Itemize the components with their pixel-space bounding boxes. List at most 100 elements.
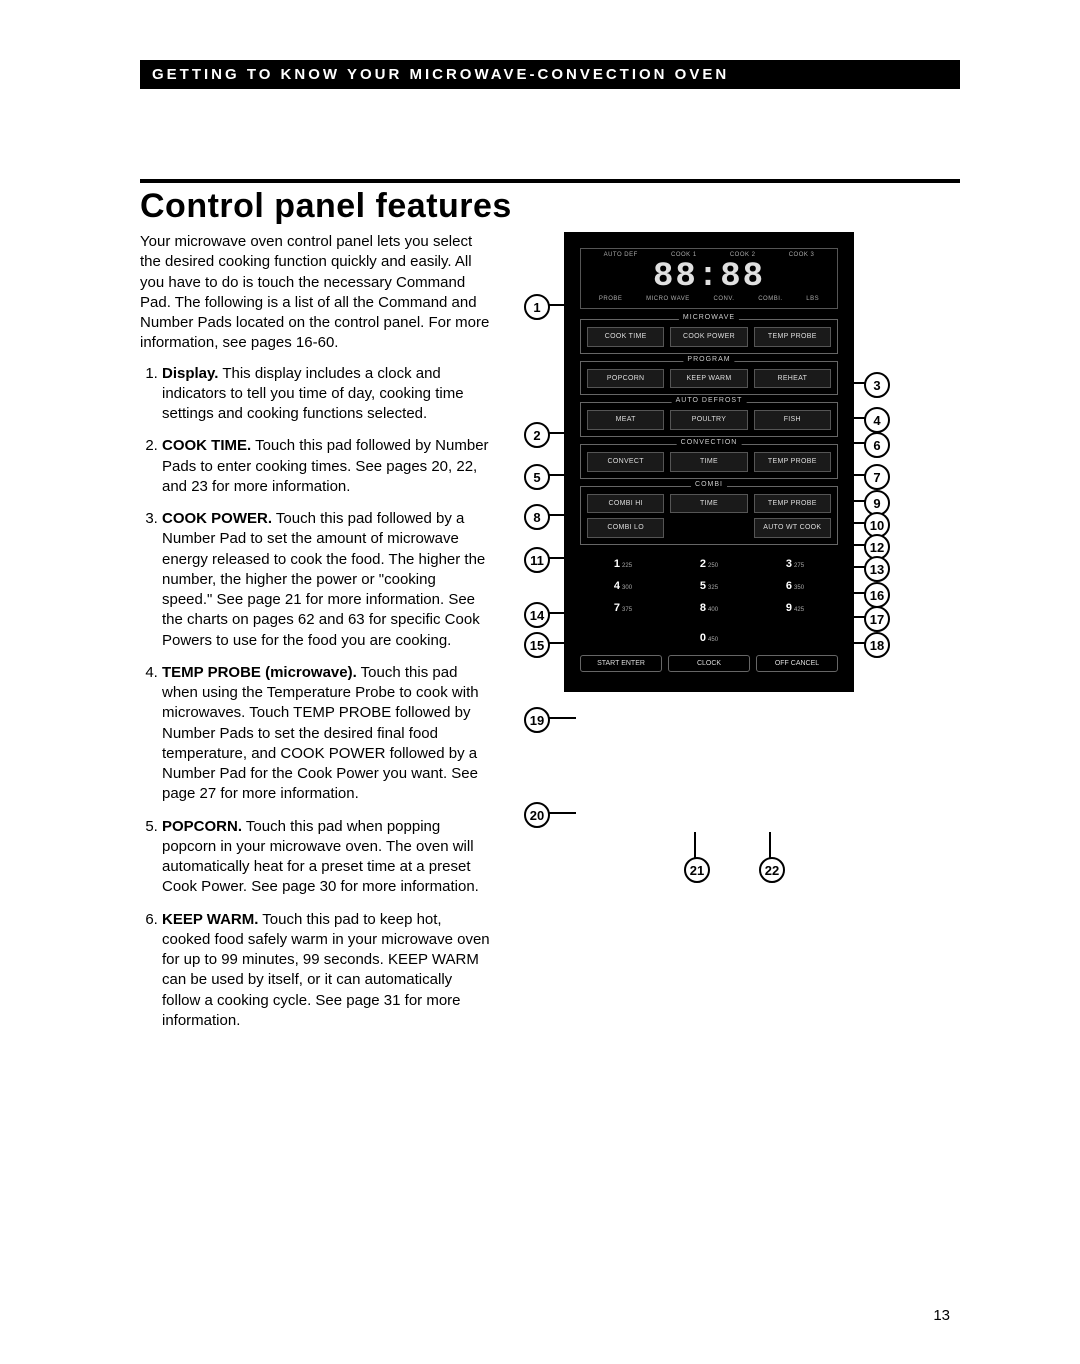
lead (694, 832, 696, 859)
lead (842, 522, 866, 524)
callout-7: 7 (864, 464, 890, 490)
temp-probe-button[interactable]: TEMP PROBE (754, 327, 831, 347)
callout-8: 8 (524, 504, 550, 530)
item-bold: KEEP WARM. (162, 911, 258, 928)
item-text: Touch this pad when using the Temperatur… (162, 664, 479, 803)
lead (842, 592, 866, 594)
item-bold: TEMP PROBE (microwave). (162, 664, 357, 681)
group-auto-defrost: AUTO DEFROST MEAT POULTRY FISH (580, 402, 838, 437)
callout-6: 6 (864, 432, 890, 458)
num-2[interactable]: 2250 (666, 553, 752, 575)
lead (546, 557, 576, 559)
callout-11: 11 (524, 547, 550, 573)
callout-1: 1 (524, 294, 550, 320)
lead (546, 304, 576, 306)
control-panel: AUTO DEF COOK 1 COOK 2 COOK 3 88:88 PROB… (564, 232, 854, 692)
callout-2: 2 (524, 422, 550, 448)
lead (842, 474, 866, 476)
num-9[interactable]: 9425 (752, 597, 838, 619)
conv-time-button[interactable]: TIME (670, 452, 747, 472)
callout-13: 13 (864, 556, 890, 582)
callout-18: 18 (864, 632, 890, 658)
page-title: Control panel features (140, 187, 960, 226)
item-bold: COOK POWER. (162, 510, 272, 527)
lead (546, 612, 576, 614)
num-1[interactable]: 1225 (580, 553, 666, 575)
group-program: PROGRAM POPCORN KEEP WARM REHEAT (580, 361, 838, 396)
callout-20: 20 (524, 802, 550, 828)
start-enter-button[interactable]: START ENTER (580, 655, 662, 672)
callout-15: 15 (524, 632, 550, 658)
group-label: PROGRAM (683, 356, 734, 363)
item-text: Touch this pad to keep hot, cooked food … (162, 911, 490, 1029)
group-label: AUTO DEFROST (672, 397, 747, 404)
item-text: Touch this pad followed by a Number Pad … (162, 510, 485, 649)
disp-ind: AUTO DEF (604, 252, 638, 258)
num-4[interactable]: 4300 (580, 575, 666, 597)
item-bold: Display. (162, 365, 218, 382)
reheat-button[interactable]: REHEAT (754, 369, 831, 389)
lead (842, 442, 866, 444)
off-cancel-button[interactable]: OFF CANCEL (756, 655, 838, 672)
callout-19: 19 (524, 707, 550, 733)
item-bold: COOK TIME. (162, 437, 251, 454)
callout-5: 5 (524, 464, 550, 490)
callout-14: 14 (524, 602, 550, 628)
lead (546, 642, 576, 644)
lead (842, 566, 866, 568)
num-3[interactable]: 3275 (752, 553, 838, 575)
group-label: CONVECTION (677, 439, 742, 446)
lead (842, 500, 866, 502)
num-5[interactable]: 5325 (666, 575, 752, 597)
intro-text: Your microwave oven control panel lets y… (140, 232, 490, 354)
callout-4: 4 (864, 407, 890, 433)
section-banner: GETTING TO KNOW YOUR MICROWAVE-CONVECTIO… (140, 60, 960, 89)
poultry-button[interactable]: POULTRY (670, 410, 747, 430)
callout-17: 17 (864, 606, 890, 632)
convect-button[interactable]: CONVECT (587, 452, 664, 472)
group-convection: CONVECTION CONVECT TIME TEMP PROBE (580, 444, 838, 479)
lead (842, 417, 866, 419)
lead (546, 717, 576, 719)
popcorn-button[interactable]: POPCORN (587, 369, 664, 389)
lead (842, 544, 866, 546)
disp-ind: PROBE (599, 296, 623, 302)
disp-ind: MICRO WAVE (646, 296, 690, 302)
lead (842, 616, 866, 618)
disp-ind: COOK 3 (789, 252, 815, 258)
fish-button[interactable]: FISH (754, 410, 831, 430)
display-digits: 88:88 (587, 260, 831, 294)
callout-22: 22 (759, 857, 785, 883)
combi-temp-probe-button[interactable]: TEMP PROBE (754, 494, 831, 514)
lead (546, 432, 576, 434)
combi-lo-button[interactable]: COMBI LO (587, 518, 664, 538)
cook-time-button[interactable]: COOK TIME (587, 327, 664, 347)
num-6[interactable]: 6350 (752, 575, 838, 597)
item-bold: POPCORN. (162, 818, 242, 835)
lead (842, 642, 866, 644)
keep-warm-button[interactable]: KEEP WARM (670, 369, 747, 389)
combi-time-button[interactable]: TIME (670, 494, 747, 514)
lead (546, 514, 576, 516)
lead (842, 382, 866, 384)
auto-wt-cook-button[interactable]: AUTO WT COOK (754, 518, 831, 538)
group-label: MICROWAVE (679, 314, 739, 321)
lead (769, 832, 771, 859)
combi-hi-button[interactable]: COMBI HI (587, 494, 664, 514)
meat-button[interactable]: MEAT (587, 410, 664, 430)
num-0[interactable]: 0450 (666, 627, 751, 649)
panel-diagram: AUTO DEF COOK 1 COOK 2 COOK 3 88:88 PROB… (514, 232, 960, 1043)
num-7[interactable]: 7375 (580, 597, 666, 619)
disp-ind: CONV. (714, 296, 735, 302)
number-pad: 1225 2250 3275 4300 5325 6350 7375 8400 … (580, 553, 838, 619)
cook-power-button[interactable]: COOK POWER (670, 327, 747, 347)
group-label: COMBI (691, 481, 727, 488)
disp-ind: COMBI. (758, 296, 782, 302)
clock-button[interactable]: CLOCK (668, 655, 750, 672)
callout-3: 3 (864, 372, 890, 398)
group-combi: COMBI COMBI HI TIME TEMP PROBE COMBI LO … (580, 486, 838, 545)
num-8[interactable]: 8400 (666, 597, 752, 619)
callout-16: 16 (864, 582, 890, 608)
lead (546, 812, 576, 814)
conv-temp-probe-button[interactable]: TEMP PROBE (754, 452, 831, 472)
